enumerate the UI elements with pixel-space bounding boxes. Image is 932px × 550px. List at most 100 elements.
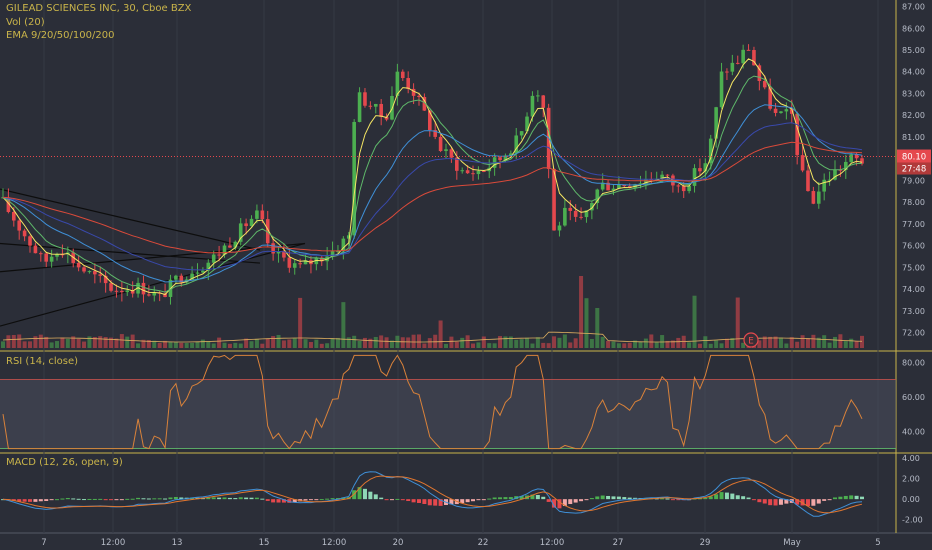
macd-histogram-bar bbox=[708, 496, 713, 500]
volume-legend[interactable]: Vol (20) bbox=[6, 17, 45, 28]
candle-body bbox=[752, 50, 756, 66]
candle-body bbox=[843, 161, 848, 170]
volume-bar bbox=[152, 340, 157, 348]
candle-body bbox=[730, 62, 735, 72]
volume-bar bbox=[438, 320, 443, 348]
volume-bar bbox=[800, 335, 805, 348]
volume-bar bbox=[849, 338, 854, 348]
volume-bar bbox=[55, 341, 60, 348]
candle-body bbox=[228, 245, 232, 248]
macd-legend[interactable]: MACD (12, 26, open, 9) bbox=[6, 457, 123, 468]
price-tick-label: 72.00 bbox=[902, 329, 925, 338]
price-tick-label: 78.00 bbox=[902, 198, 925, 207]
candle-body bbox=[206, 262, 211, 271]
symbol-title[interactable]: GILEAD SCIENCES INC, 30, Cboe BZX bbox=[6, 3, 192, 14]
time-axis[interactable]: 7 12:00 13 15 12:00 20 22 12:00 27 29 May 5 bbox=[41, 538, 880, 548]
macd-histogram-bar bbox=[244, 497, 249, 500]
candle-body bbox=[39, 253, 43, 255]
volume-bar bbox=[190, 342, 195, 348]
volume-bar bbox=[676, 337, 681, 348]
macd-histogram-bar bbox=[757, 499, 762, 503]
volume-bar bbox=[471, 343, 476, 348]
time-tick-label: 15 bbox=[259, 538, 270, 548]
macd-histogram-bar bbox=[660, 498, 665, 500]
rsi-legend[interactable]: RSI (14, close) bbox=[6, 356, 79, 367]
candle-body bbox=[800, 155, 805, 171]
volume-bar bbox=[346, 337, 351, 348]
volume-bar bbox=[362, 337, 367, 348]
volume-bar bbox=[141, 339, 146, 348]
time-tick-label: 27 bbox=[613, 538, 624, 548]
candle-body bbox=[595, 189, 600, 204]
ema-9-line bbox=[2, 58, 863, 296]
macd-histogram-bar bbox=[157, 498, 162, 500]
macd-histogram-bar bbox=[714, 494, 719, 500]
macd-panel[interactable] bbox=[1, 471, 864, 517]
macd-histogram-bar bbox=[460, 499, 465, 504]
candle-body bbox=[49, 256, 54, 262]
price-axis[interactable]: 80.10 27:48 87.00 86.00 85.00 84.00 83.00 82.00… bbox=[897, 3, 931, 525]
macd-histogram-bar bbox=[238, 497, 243, 500]
volume-bar bbox=[519, 339, 524, 348]
macd-histogram-bar bbox=[438, 499, 443, 506]
volume-bar bbox=[173, 342, 178, 348]
candle-body bbox=[519, 131, 524, 136]
candle-body bbox=[406, 78, 410, 89]
ema-legend[interactable]: EMA 9/20/50/100/200 bbox=[6, 30, 115, 41]
rsi-panel[interactable] bbox=[0, 354, 896, 450]
volume-bar bbox=[287, 339, 292, 348]
candle-body bbox=[87, 271, 92, 273]
volume-bar bbox=[454, 341, 459, 348]
rsi-tick-label: 60.00 bbox=[902, 393, 925, 402]
candle-body bbox=[703, 163, 708, 172]
candle-body bbox=[482, 170, 486, 172]
macd-tick-label: 4.00 bbox=[902, 454, 920, 463]
macd-histogram-bar bbox=[87, 498, 92, 500]
volume-bar bbox=[303, 339, 308, 348]
volume-bar bbox=[762, 336, 767, 348]
volume-bar bbox=[325, 343, 330, 348]
volume-bar bbox=[735, 297, 740, 348]
candle-body bbox=[455, 157, 459, 171]
macd-histogram-bar bbox=[703, 497, 708, 500]
candle-body bbox=[201, 270, 205, 273]
candle-body bbox=[698, 168, 702, 172]
candle-body bbox=[806, 170, 810, 192]
candle-body bbox=[109, 283, 113, 291]
time-tick-label: 12:00 bbox=[322, 538, 347, 548]
macd-histogram-bar bbox=[860, 496, 864, 500]
candle-body bbox=[822, 179, 826, 192]
candle-body bbox=[600, 182, 605, 190]
macd-histogram-bar bbox=[541, 496, 546, 500]
countdown-badge-text: 27:48 bbox=[902, 165, 927, 175]
candle-body bbox=[476, 170, 481, 175]
macd-histogram-bar bbox=[832, 497, 837, 500]
macd-histogram-bar bbox=[92, 498, 97, 500]
macd-histogram-bar bbox=[665, 498, 670, 500]
macd-histogram-bar bbox=[314, 499, 319, 501]
candle-body bbox=[12, 211, 16, 221]
time-tick-label: 12:00 bbox=[540, 538, 565, 548]
macd-histogram-bar bbox=[503, 497, 508, 500]
candle-body bbox=[249, 218, 254, 227]
volume-bar bbox=[249, 341, 254, 348]
macd-histogram-bar bbox=[611, 496, 616, 500]
macd-histogram-bar bbox=[492, 497, 497, 500]
candle-body bbox=[784, 109, 789, 112]
candle-body bbox=[854, 154, 859, 159]
macd-histogram-bar bbox=[741, 496, 746, 500]
candle-body bbox=[665, 174, 670, 176]
macd-histogram-bar bbox=[546, 499, 551, 502]
price-tick-label: 86.00 bbox=[902, 24, 925, 33]
candle-body bbox=[260, 210, 265, 220]
volume-bar bbox=[498, 336, 503, 348]
price-panel[interactable]: E bbox=[0, 0, 932, 534]
volume-bar bbox=[525, 337, 530, 348]
volume-bar bbox=[660, 335, 665, 348]
volume-bar bbox=[125, 336, 130, 348]
macd-histogram-bar bbox=[330, 498, 335, 500]
candle-body bbox=[687, 185, 691, 192]
volume-bar bbox=[433, 334, 438, 348]
